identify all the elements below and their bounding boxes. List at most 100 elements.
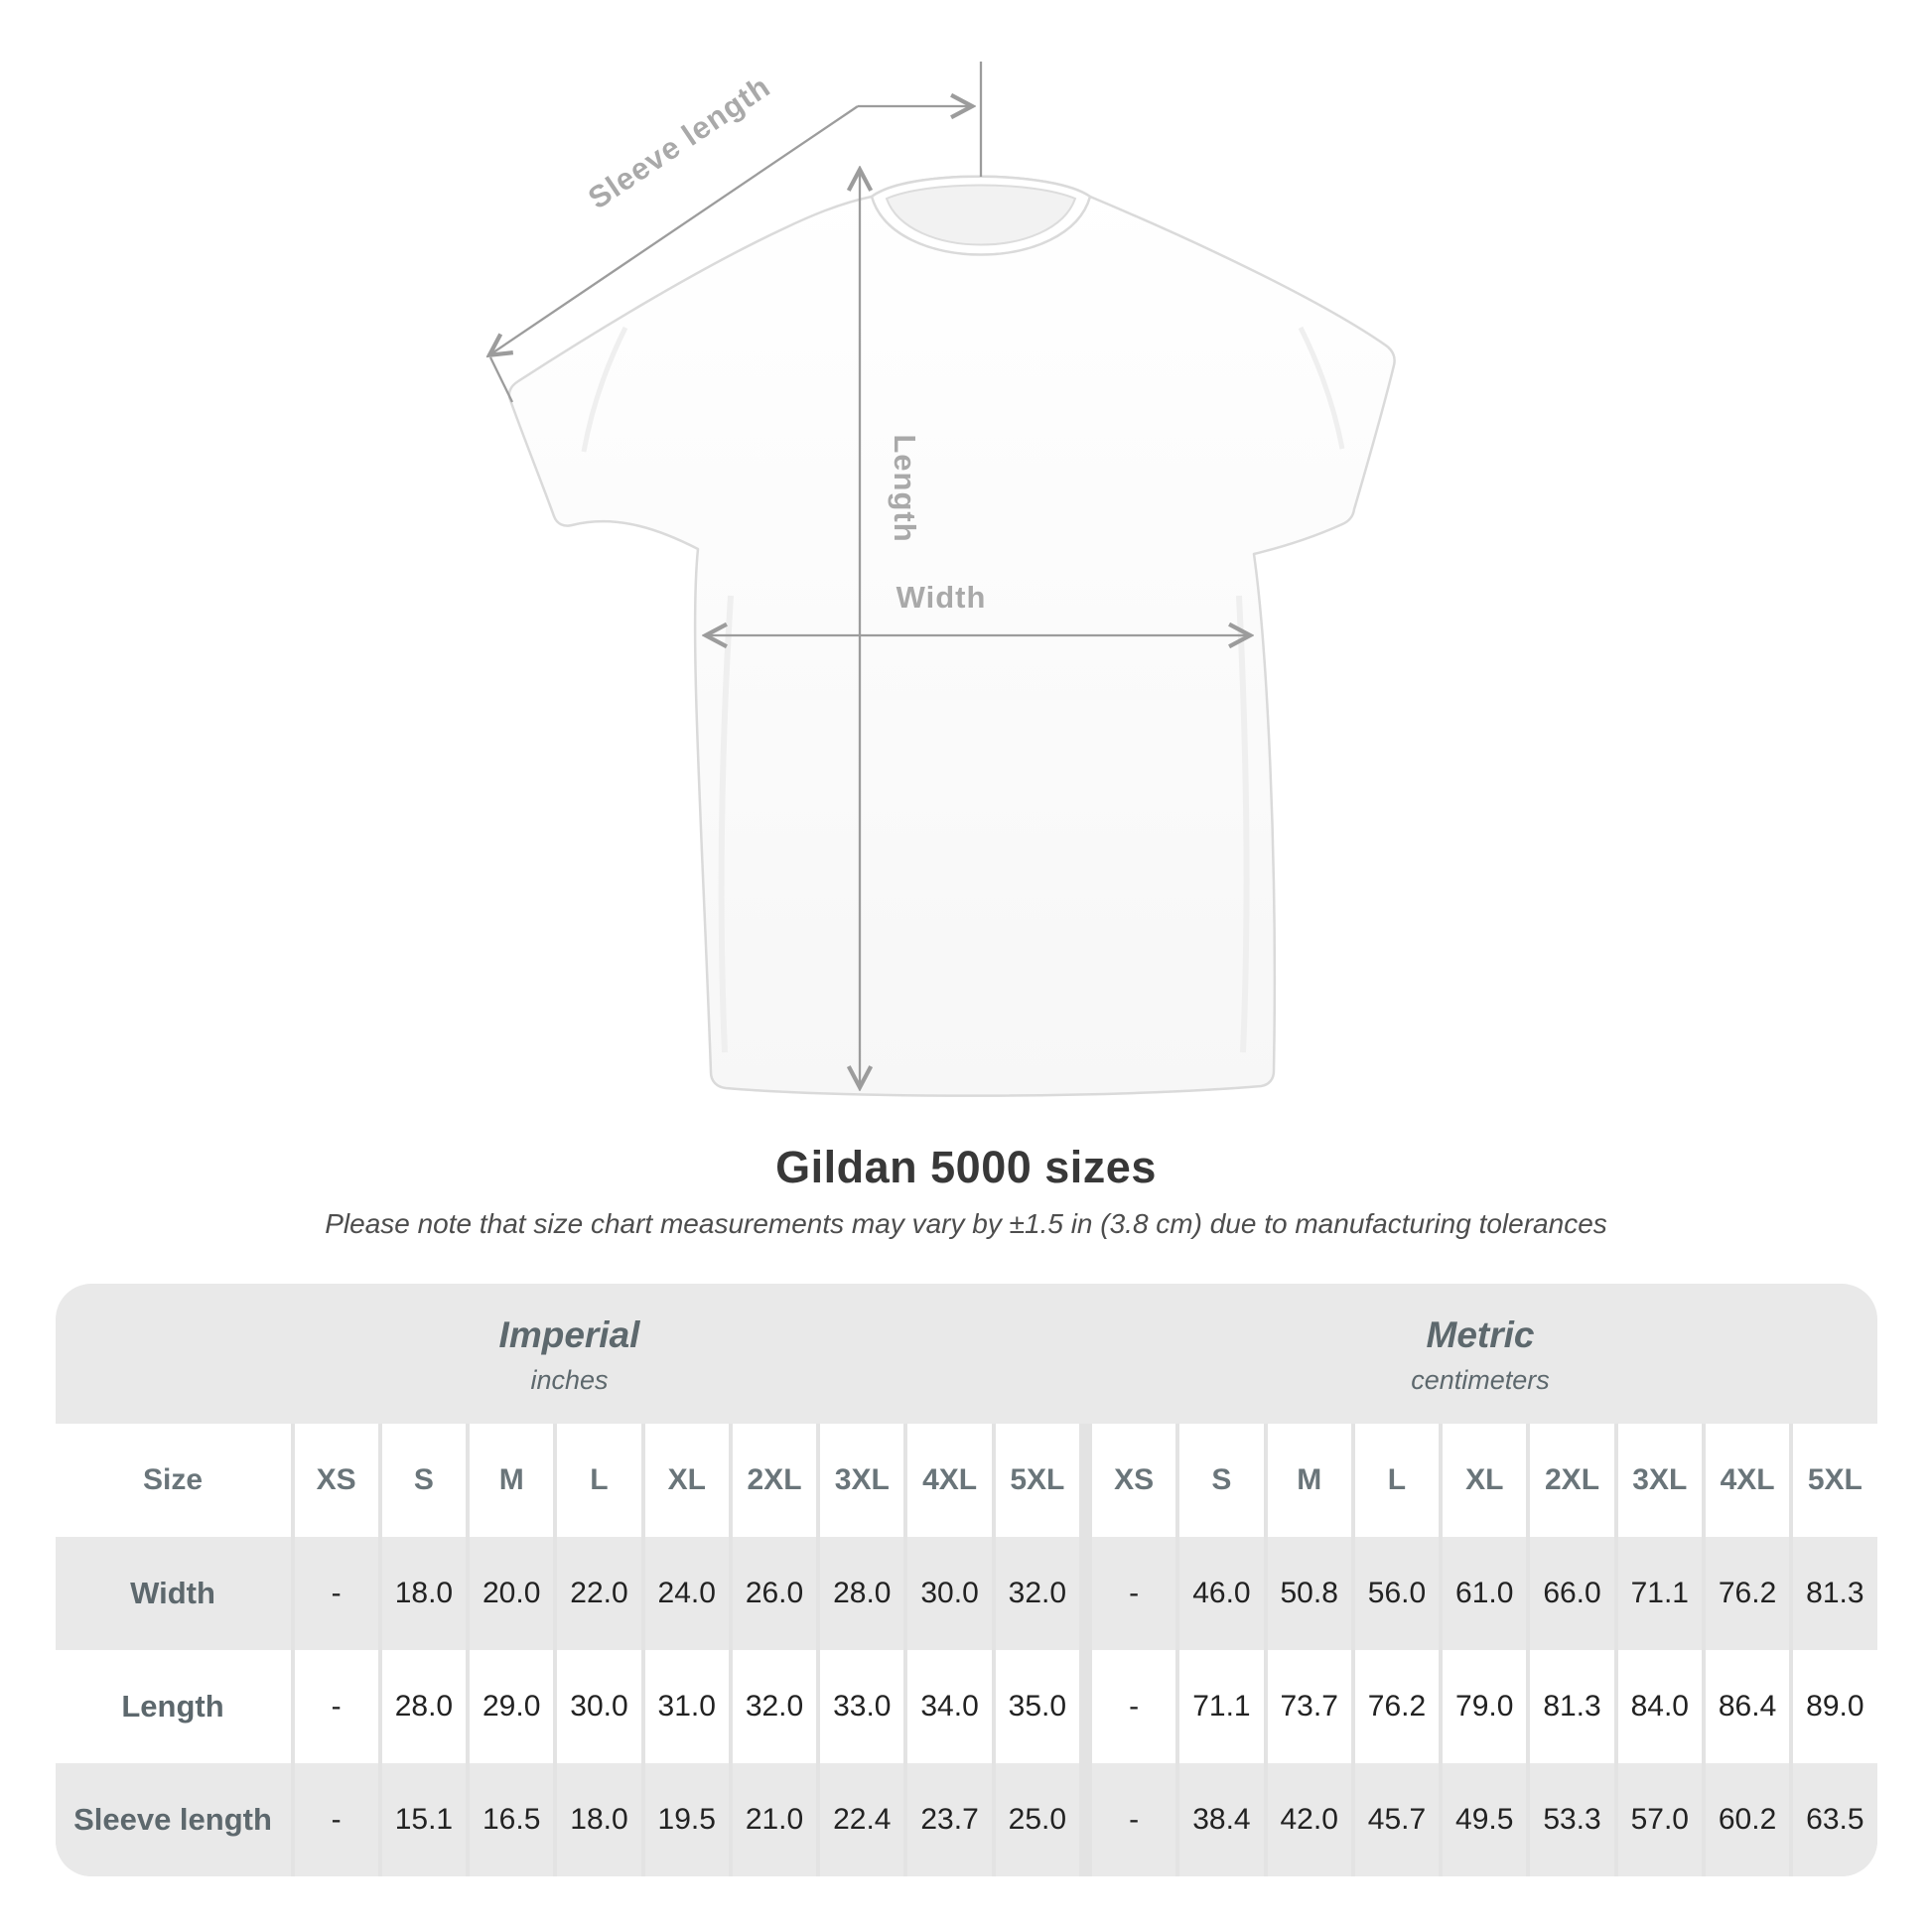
value-cell-imperial: 34.0	[907, 1650, 992, 1764]
tshirt-diagram-svg: Sleeve length Length Width	[0, 62, 1396, 1097]
imperial-header: Imperial inches	[56, 1284, 1084, 1424]
value-cell-imperial: 33.0	[820, 1650, 904, 1764]
unit-group-separator	[1083, 1537, 1088, 1650]
value-cell-metric: 50.8	[1267, 1537, 1351, 1651]
value-cell-metric: 38.4	[1179, 1763, 1264, 1877]
measurement-lines	[490, 62, 1249, 1086]
value-cell-metric: 86.4	[1705, 1650, 1790, 1764]
value-cell-imperial: 30.0	[557, 1650, 641, 1764]
value-cell-imperial: 35.0	[995, 1650, 1079, 1764]
value-cell-metric: 76.2	[1705, 1537, 1790, 1651]
size-header-metric: M	[1267, 1424, 1351, 1538]
value-cell-metric: 89.0	[1793, 1650, 1877, 1764]
value-cell-imperial: 29.0	[470, 1650, 554, 1764]
value-cell-imperial: 20.0	[470, 1537, 554, 1651]
unit-group-separator	[1083, 1424, 1088, 1537]
size-header-imperial: 2XL	[732, 1424, 817, 1538]
row-label: Length	[55, 1650, 291, 1764]
value-cell-metric: -	[1092, 1537, 1176, 1651]
value-cell-metric: 76.2	[1354, 1650, 1440, 1764]
size-header-imperial: XS	[294, 1424, 378, 1538]
size-header-metric: XS	[1092, 1424, 1176, 1538]
value-cell-metric: 79.0	[1443, 1650, 1527, 1764]
imperial-unit: inches	[530, 1364, 609, 1395]
size-header-imperial: 4XL	[907, 1424, 992, 1538]
value-cell-imperial: 25.0	[995, 1763, 1079, 1877]
imperial-title: Imperial	[498, 1313, 640, 1355]
size-header-metric: S	[1179, 1424, 1264, 1538]
value-cell-metric: 63.5	[1793, 1763, 1877, 1877]
value-cell-imperial: 18.0	[381, 1537, 467, 1651]
size-header-imperial: XL	[644, 1424, 729, 1538]
sleeve-length-label: Sleeve length	[582, 69, 776, 215]
size-header-metric: 2XL	[1530, 1424, 1614, 1538]
value-cell-imperial: 15.1	[381, 1763, 467, 1877]
value-cell-metric: 42.0	[1267, 1763, 1351, 1877]
value-cell-metric: 60.2	[1705, 1763, 1790, 1877]
length-label: Length	[888, 434, 922, 542]
value-cell-imperial: 22.0	[557, 1537, 641, 1651]
size-header-imperial: L	[557, 1424, 641, 1538]
value-cell-metric: 71.1	[1179, 1650, 1264, 1764]
tshirt-measurement-diagram: Sleeve length Length Width	[0, 62, 1396, 1097]
size-header-metric: 4XL	[1705, 1424, 1790, 1538]
value-cell-metric: 56.0	[1354, 1537, 1440, 1651]
value-cell-metric: 57.0	[1617, 1763, 1702, 1877]
value-cell-metric: 81.3	[1793, 1537, 1877, 1651]
value-cell-metric: 71.1	[1617, 1537, 1702, 1651]
value-cell-imperial: 21.0	[732, 1763, 817, 1877]
metric-title: Metric	[1426, 1313, 1535, 1355]
value-cell-imperial: 31.0	[644, 1650, 729, 1764]
size-header-metric: XL	[1443, 1424, 1527, 1538]
size-header-imperial: 5XL	[995, 1424, 1079, 1538]
unit-group-separator	[1083, 1763, 1088, 1876]
value-cell-imperial: -	[294, 1650, 378, 1764]
unit-group-separator	[1083, 1650, 1088, 1763]
value-cell-metric: 84.0	[1617, 1650, 1702, 1764]
sleeve-length-arrow-diagonal	[490, 105, 859, 354]
size-header-metric: 5XL	[1793, 1424, 1877, 1538]
value-cell-imperial: -	[294, 1763, 378, 1877]
value-cell-imperial: 26.0	[732, 1537, 817, 1651]
size-grid: Size XS S M L XL 2XL 3XL 4XL 5XL XS S M L XL 2XL 3XL 4XL 5…	[55, 1424, 1877, 1877]
value-cell-imperial: 32.0	[995, 1537, 1079, 1651]
value-cell-imperial: 28.0	[820, 1537, 904, 1651]
value-cell-metric: 46.0	[1179, 1537, 1264, 1651]
sleeve-end-tick	[488, 356, 514, 403]
size-table: Imperial inches Metric centimeters Size X…	[55, 1284, 1877, 1877]
value-cell-metric: 81.3	[1530, 1650, 1614, 1764]
value-cell-metric: -	[1092, 1650, 1176, 1764]
width-label: Width	[897, 580, 987, 615]
value-cell-imperial: 18.0	[557, 1763, 641, 1877]
value-cell-metric: 61.0	[1443, 1537, 1527, 1651]
value-cell-metric: 66.0	[1530, 1537, 1614, 1651]
row-label: Sleeve length	[55, 1763, 291, 1877]
value-cell-imperial: 30.0	[907, 1537, 992, 1651]
row-label: Width	[55, 1537, 291, 1651]
value-cell-imperial: 32.0	[732, 1650, 817, 1764]
size-header-metric: 3XL	[1617, 1424, 1702, 1538]
value-cell-imperial: 23.7	[907, 1763, 992, 1877]
value-cell-imperial: -	[294, 1537, 378, 1651]
value-cell-imperial: 16.5	[470, 1763, 554, 1877]
size-column-header: Size	[55, 1424, 291, 1538]
value-cell-imperial: 24.0	[644, 1537, 729, 1651]
value-cell-metric: -	[1092, 1763, 1176, 1877]
value-cell-metric: 49.5	[1443, 1763, 1527, 1877]
page-title: Gildan 5000 sizes	[775, 1142, 1157, 1192]
size-header-metric: L	[1354, 1424, 1440, 1538]
unit-header-band: Imperial inches Metric centimeters	[55, 1284, 1877, 1425]
value-cell-imperial: 28.0	[381, 1650, 467, 1764]
metric-unit: centimeters	[1411, 1364, 1550, 1395]
value-cell-metric: 45.7	[1354, 1763, 1440, 1877]
metric-header: Metric centimeters	[1084, 1284, 1877, 1424]
value-cell-metric: 53.3	[1530, 1763, 1614, 1877]
tolerance-note: Please note that size chart measurements…	[325, 1208, 1607, 1240]
size-header-imperial: S	[381, 1424, 467, 1538]
value-cell-metric: 73.7	[1267, 1650, 1351, 1764]
value-cell-imperial: 22.4	[820, 1763, 904, 1877]
size-header-imperial: 3XL	[820, 1424, 904, 1538]
size-header-imperial: M	[470, 1424, 554, 1538]
value-cell-imperial: 19.5	[644, 1763, 729, 1877]
